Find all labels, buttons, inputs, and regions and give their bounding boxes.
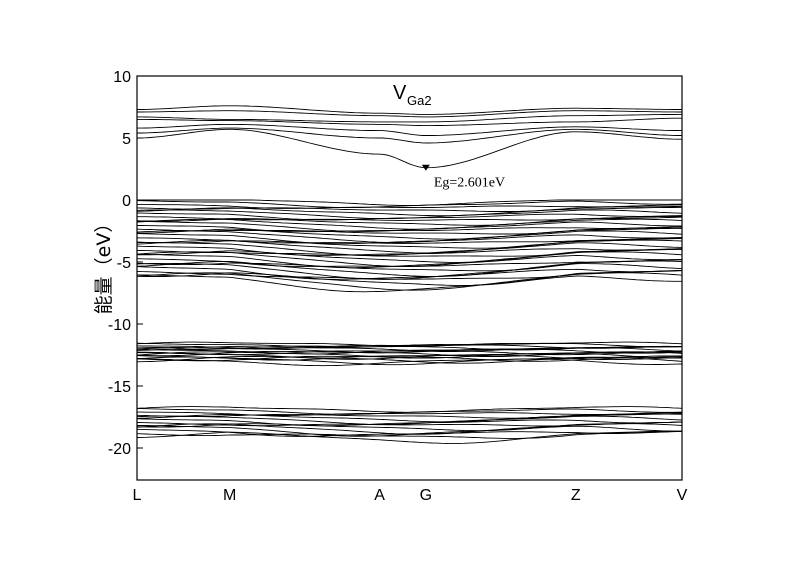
y-axis-ticks: 10 5 0 -5 -10 -15 -20 [108,69,143,458]
band-lines [136,105,683,444]
valence-band [136,237,683,249]
y-axis-label: 能量（eV） [93,214,115,315]
valence-band [136,227,683,235]
valence-band [136,262,683,280]
semicore-2-band [136,418,683,427]
valence-band [136,200,683,209]
valence-band [136,233,683,245]
valence-band [136,207,682,217]
valence-band [136,266,683,280]
valence-band [136,220,682,232]
valence-band [137,227,682,240]
y-tick-label: 0 [122,193,131,210]
conduction-band [136,128,682,169]
valence-band [137,199,682,206]
y-tick-label: -20 [108,441,131,458]
y-tick-label: -15 [108,379,131,396]
band-gap-annotation: Eg=2.601eV [434,176,505,191]
valence-band [136,230,683,243]
semicore-1-band [136,344,682,349]
valence-band [136,239,683,254]
y-tick-label: 10 [113,69,131,86]
valence-band [137,204,682,209]
semicore-2-band [136,430,683,444]
valence-band [136,205,683,212]
valence-band [137,248,682,263]
k-point-label-a: A [374,487,385,504]
valence-band [136,218,683,230]
y-tick-label: 5 [122,131,131,148]
valence-band [136,245,683,256]
k-point-label-l: L [133,487,142,504]
k-point-label-v: V [677,487,688,504]
semicore-2-band [136,415,683,425]
conduction-band [137,123,683,136]
conduction-band [137,113,682,123]
semicore-1-band [136,357,683,367]
chart-title: V [393,82,407,104]
gap-marker-icon [421,164,430,171]
semicore-2-band [136,413,683,423]
semicore-2-band [137,425,682,437]
semicore-1-band [136,356,683,366]
conduction-band [137,110,682,118]
y-tick-label: -10 [108,317,131,334]
semicore-1-band [136,355,683,362]
valence-band [136,270,683,280]
conduction-band [137,117,682,127]
k-point-label-g: G [420,487,432,504]
semicore-1-band [136,348,683,355]
conduction-band [137,105,682,115]
valence-band [137,225,683,233]
chart-title-subscript: Ga2 [407,93,432,108]
semicore-2-band [136,412,683,419]
k-point-label-z: Z [571,487,581,504]
y-tick-label: -5 [117,255,131,272]
semicore-1-band [136,351,683,359]
k-point-label-m: M [223,487,236,504]
valence-band [136,253,683,269]
semicore-2-band [136,430,683,439]
valence-band [136,212,683,221]
plot-frame [136,75,683,481]
valence-band [136,216,683,226]
semicore-2-band [136,408,683,415]
conduction-band [137,127,682,144]
valence-band [136,260,683,277]
valence-band [137,274,682,293]
semicore-1-band [136,346,683,354]
